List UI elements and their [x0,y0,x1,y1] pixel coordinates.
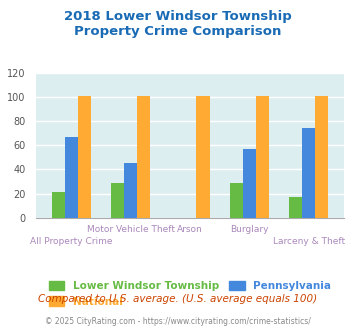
Bar [65,137,78,218]
Bar [302,128,315,218]
Text: All Property Crime: All Property Crime [30,237,113,246]
Bar [51,192,65,218]
Text: 2018 Lower Windsor Township
Property Crime Comparison: 2018 Lower Windsor Township Property Cri… [64,10,291,38]
Text: Arson: Arson [177,225,203,234]
Bar [137,96,150,218]
Text: Larceny & Theft: Larceny & Theft [273,237,345,246]
Bar [243,149,256,218]
Bar [256,96,269,218]
Bar [230,183,243,218]
Bar [289,197,302,218]
Bar [315,96,328,218]
Bar [111,183,124,218]
Text: © 2025 CityRating.com - https://www.cityrating.com/crime-statistics/: © 2025 CityRating.com - https://www.city… [45,317,310,326]
Bar [78,96,91,218]
Text: Motor Vehicle Theft: Motor Vehicle Theft [87,225,175,234]
Text: Compared to U.S. average. (U.S. average equals 100): Compared to U.S. average. (U.S. average … [38,294,317,304]
Legend: Lower Windsor Township, National, Pennsylvania: Lower Windsor Township, National, Pennsy… [44,277,335,311]
Text: Burglary: Burglary [230,225,269,234]
Bar [196,96,209,218]
Bar [124,163,137,218]
